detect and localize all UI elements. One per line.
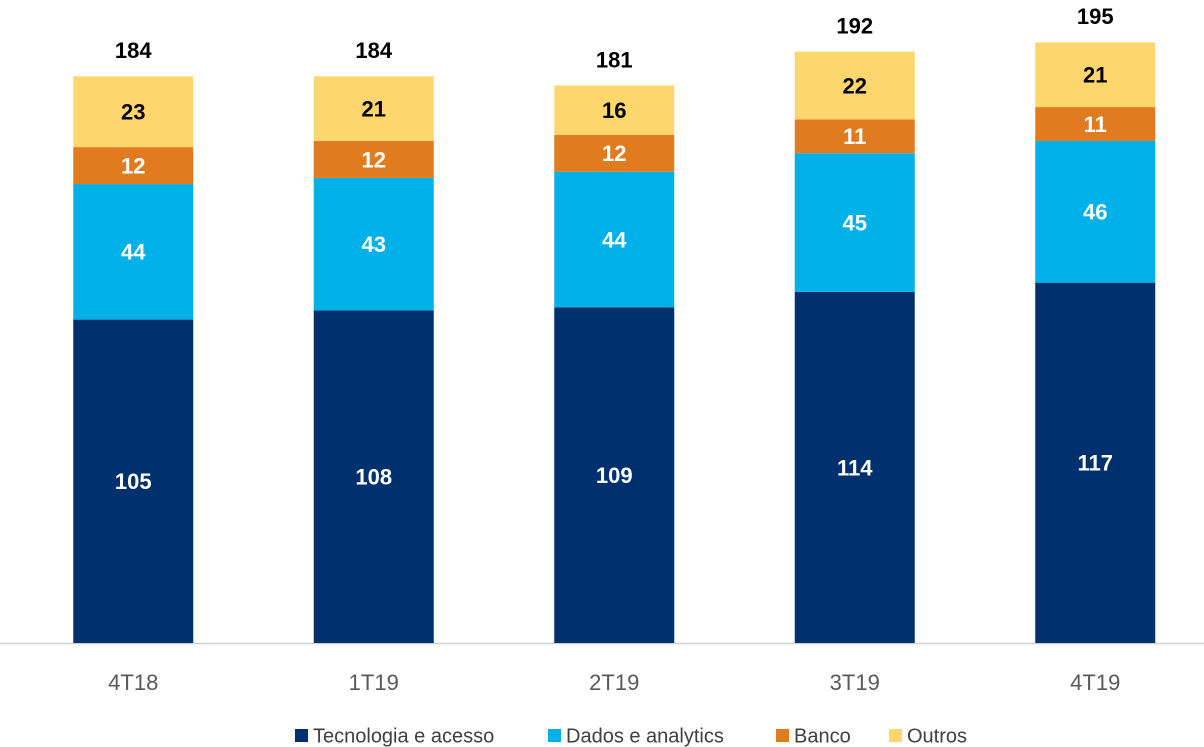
value-label: 46: [1083, 200, 1107, 225]
legend-swatch: [295, 729, 308, 742]
x-tick-label: 4T18: [108, 670, 158, 695]
bar-segment: [313, 177, 434, 311]
legend-label: Banco: [794, 725, 851, 747]
legend-swatch: [776, 729, 789, 742]
value-label: 21: [362, 96, 386, 121]
value-label: 44: [121, 240, 146, 265]
bar-segment: [794, 153, 915, 292]
value-label: 43: [362, 232, 386, 257]
bar-segment: [554, 85, 675, 135]
bar-segment: [554, 307, 675, 643]
x-tick-label: 1T19: [349, 670, 399, 695]
bar-segment: [73, 76, 194, 148]
bar-segment: [313, 140, 434, 178]
legend-swatch: [548, 729, 561, 742]
value-label: 21: [1083, 63, 1107, 88]
bar-segment: [554, 171, 675, 308]
bar-segment: [313, 310, 434, 643]
total-label: 192: [836, 13, 873, 38]
x-tick-label: 2T19: [589, 670, 639, 695]
value-label: 12: [362, 147, 386, 172]
total-label: 184: [355, 38, 392, 63]
bar-segment: [1035, 42, 1156, 108]
total-label: 181: [596, 47, 633, 72]
bar-segment: [1035, 107, 1156, 141]
value-label: 108: [355, 464, 392, 489]
legend-swatch: [889, 729, 902, 742]
bar-segment: [73, 184, 194, 320]
value-label: 11: [843, 124, 866, 149]
value-label: 44: [602, 227, 627, 252]
legend-label: Outros: [907, 725, 967, 747]
bar-segment: [794, 51, 915, 120]
value-label: 45: [843, 210, 867, 235]
value-label: 12: [602, 141, 626, 166]
value-label: 109: [596, 463, 633, 488]
value-label: 12: [121, 153, 145, 178]
bar-segment: [73, 147, 194, 185]
value-label: 117: [1078, 451, 1114, 476]
bar-segment: [73, 319, 194, 643]
legend-label: Dados e analytics: [566, 725, 724, 747]
bar-segment: [313, 76, 434, 141]
bar-segment: [554, 134, 675, 172]
value-label: 105: [115, 469, 152, 494]
bar-segment: [794, 291, 915, 643]
value-label: 11: [1084, 112, 1107, 137]
value-label: 23: [121, 100, 145, 125]
total-label: 195: [1077, 4, 1114, 29]
total-label: 184: [115, 38, 152, 63]
bar-segment: [1035, 140, 1156, 283]
value-label: 16: [602, 98, 626, 123]
value-label: 114: [837, 455, 873, 480]
legend-label: Tecnologia e acesso: [313, 725, 494, 747]
value-label: 22: [843, 73, 867, 98]
bar-segment: [1035, 282, 1156, 643]
bar-segment: [794, 119, 915, 154]
x-tick-label: 3T19: [830, 670, 880, 695]
x-tick-label: 4T19: [1070, 670, 1120, 695]
